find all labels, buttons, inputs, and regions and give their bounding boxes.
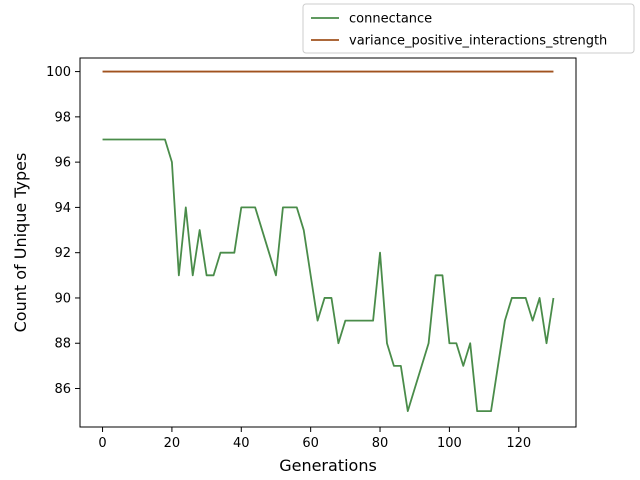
x-axis: 0 20 40 60 80 100 120 — [98, 427, 531, 451]
x-tick-label: 40 — [233, 436, 250, 451]
y-tick-label: 100 — [46, 65, 71, 80]
y-tick-label: 98 — [54, 110, 71, 125]
y-tick-label: 96 — [54, 156, 71, 171]
series-layer — [102, 70, 555, 413]
y-tick-label: 94 — [54, 201, 71, 216]
x-axis-label: Generations — [279, 456, 377, 475]
x-tick-label: 60 — [302, 436, 319, 451]
x-tick-label: 80 — [372, 436, 389, 451]
x-tick-label: 100 — [437, 436, 462, 451]
y-axis: 86 88 90 92 94 96 98 100 — [46, 65, 80, 397]
x-tick-label: 20 — [164, 436, 181, 451]
x-tick-label: 0 — [98, 436, 106, 451]
y-tick-label: 86 — [54, 382, 71, 397]
y-tick-label: 88 — [54, 337, 71, 352]
x-tick-label: 120 — [506, 436, 531, 451]
legend-box — [302, 3, 635, 54]
legend: connectance variance_positive_interaction… — [302, 3, 635, 54]
legend-label: connectance — [349, 12, 432, 27]
plot-frame — [79, 57, 577, 428]
y-tick-label: 90 — [54, 291, 71, 306]
y-axis-label: Count of Unique Types — [11, 153, 30, 333]
legend-label: variance_positive_interactions_strength — [349, 34, 607, 49]
y-tick-label: 92 — [54, 246, 71, 261]
series-line-connectance — [102, 138, 555, 413]
